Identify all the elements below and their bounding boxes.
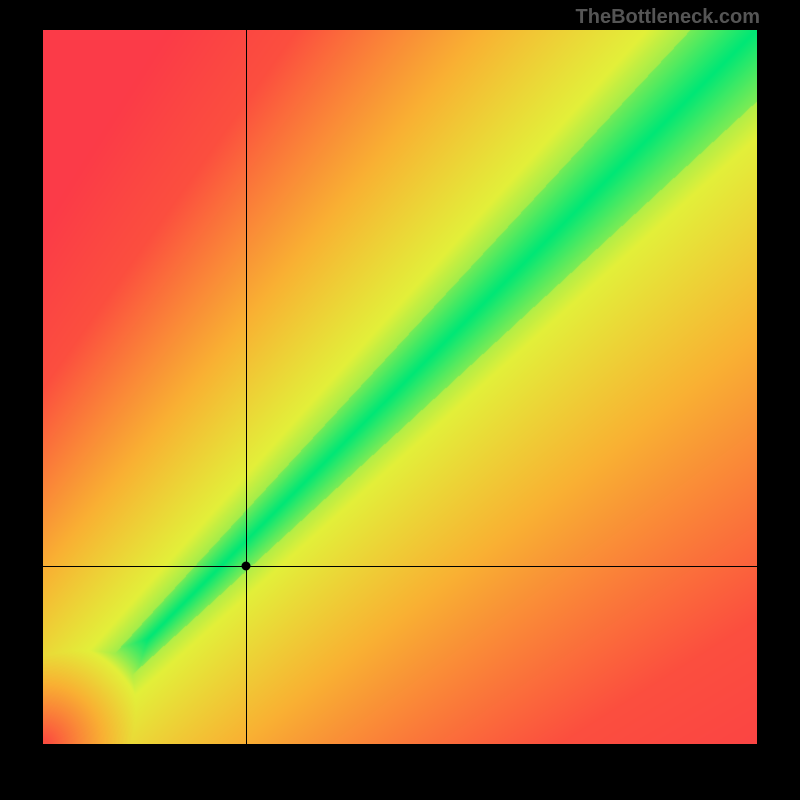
bottleneck-heatmap — [43, 30, 757, 744]
attribution-text: TheBottleneck.com — [576, 6, 760, 29]
plot-area — [43, 30, 757, 744]
